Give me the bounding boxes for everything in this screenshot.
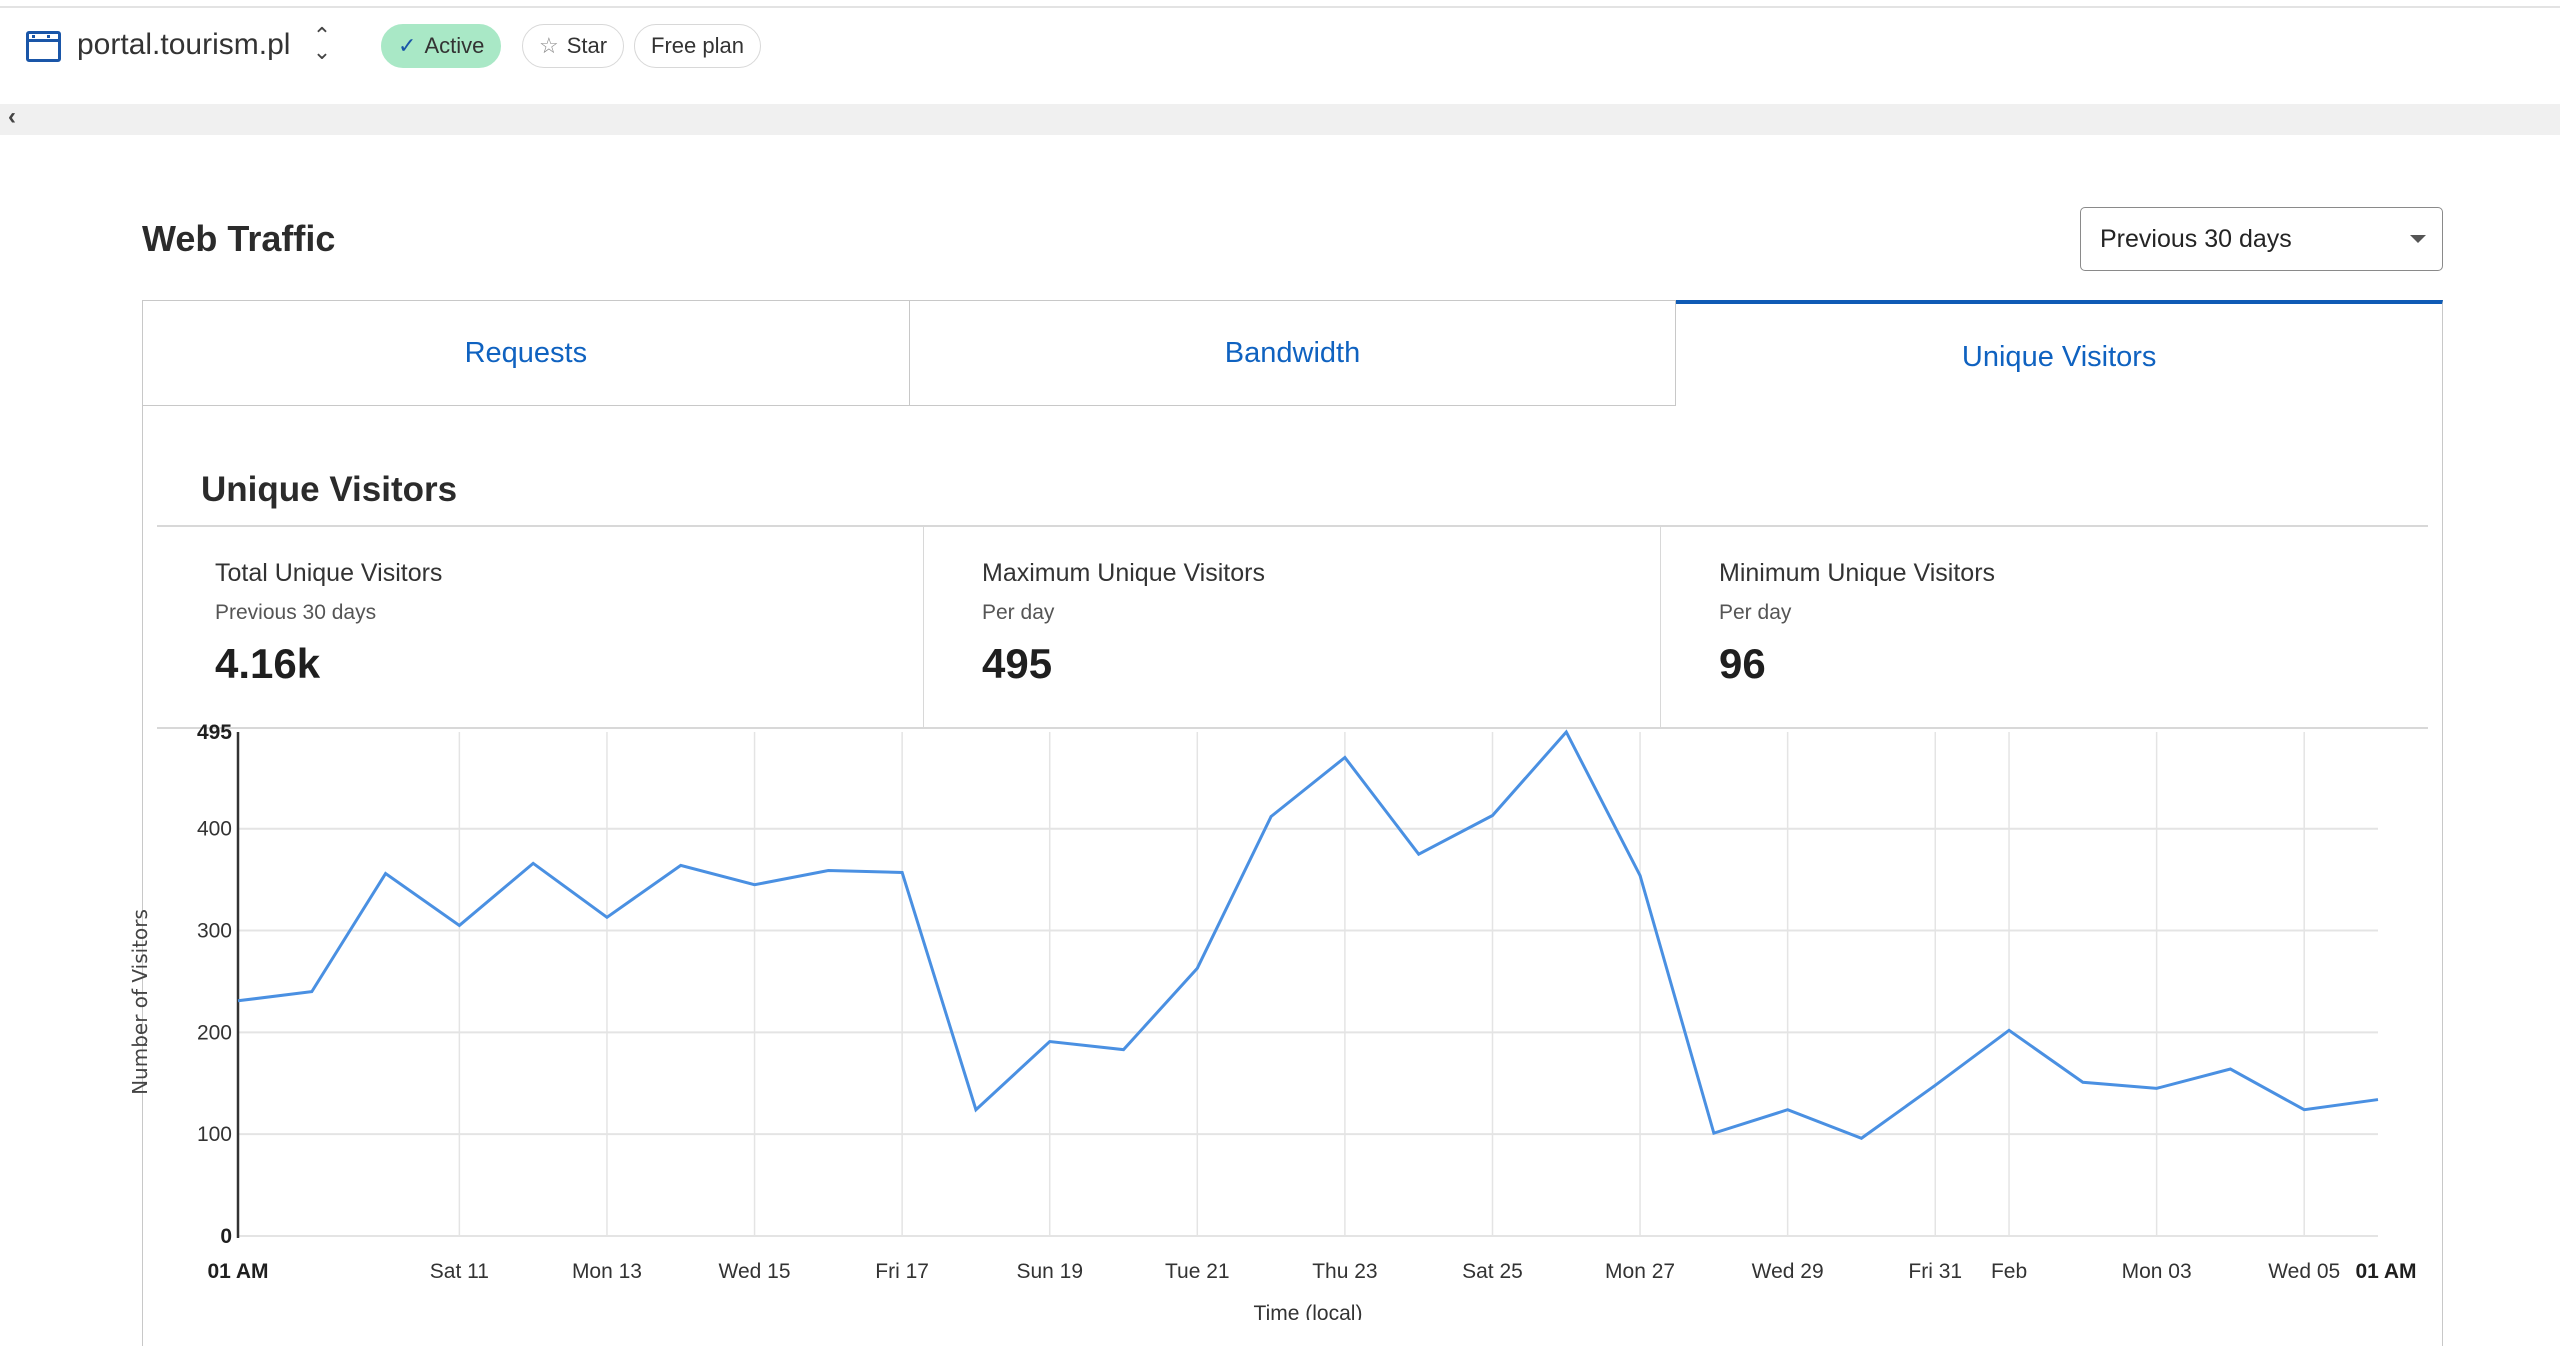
tab-unique-visitors[interactable]: Unique Visitors [1676, 300, 2443, 406]
x-tick-label: Mon 13 [572, 1260, 642, 1283]
star-icon: ☆ [539, 33, 559, 58]
stat-subtitle: Per day [1719, 601, 1791, 625]
x-tick-label: 01 AM [207, 1260, 268, 1283]
x-tick-label: 01 AM [2355, 1260, 2416, 1283]
visitors-series-line [238, 732, 2378, 1138]
y-axis-title: Number of Visitors [128, 909, 152, 1095]
stat-title: Minimum Unique Visitors [1719, 559, 1995, 588]
stat-subtitle: Per day [982, 601, 1054, 625]
stat-value: 4.16k [215, 640, 320, 688]
stat-maximum: Maximum Unique Visitors Per day 495 [923, 525, 1660, 727]
visitors-line-chart: 0 100 200 300 400 495 01 AM Sat 11 Mon 13 Wed 15 F… [120, 720, 2440, 1320]
y-tick-label: 200 [197, 1021, 232, 1044]
status-badge: ✓ Active [381, 24, 501, 68]
y-tick-label: 300 [197, 920, 232, 943]
x-tick-label: Sat 11 [430, 1260, 489, 1283]
stat-title: Total Unique Visitors [215, 559, 442, 588]
collapse-bar [0, 104, 2560, 135]
x-tick-label: Sun 19 [1016, 1260, 1083, 1283]
x-tick-label: Feb [1991, 1260, 2027, 1283]
x-tick-label: Tue 21 [1165, 1260, 1230, 1283]
tab-requests[interactable]: Requests [142, 300, 910, 406]
star-button[interactable]: ☆ Star [522, 24, 624, 68]
star-label: Star [567, 33, 607, 58]
browser-window-icon [26, 31, 61, 62]
x-tick-label: Fri 31 [1908, 1260, 1962, 1283]
y-tick-label: 100 [197, 1123, 232, 1146]
x-tick-label: Mon 27 [1605, 1260, 1675, 1283]
tab-bar: Requests Bandwidth Unique Visitors [142, 300, 2443, 406]
stat-subtitle: Previous 30 days [215, 601, 376, 625]
caret-down-icon [2410, 235, 2426, 243]
switch-site-chevron-icon[interactable]: ⌃⌄ [312, 28, 332, 60]
x-tick-label: Fri 17 [875, 1260, 929, 1283]
chevron-left-icon[interactable]: ‹ [8, 103, 16, 131]
y-tick-label: 400 [197, 818, 232, 841]
page-title: Web Traffic [142, 218, 335, 260]
stat-minimum: Minimum Unique Visitors Per day 96 [1660, 525, 2397, 727]
x-tick-label: Thu 23 [1312, 1260, 1377, 1283]
y-tick-label: 0 [220, 1225, 232, 1248]
stat-value: 495 [982, 640, 1052, 688]
top-border [0, 6, 2560, 8]
x-tick-label: Wed 15 [719, 1260, 791, 1283]
section-title: Unique Visitors [201, 470, 457, 510]
stat-value: 96 [1719, 640, 1766, 688]
time-range-value: Previous 30 days [2100, 225, 2292, 253]
plan-badge[interactable]: Free plan [634, 24, 761, 68]
y-tick-label: 495 [197, 721, 232, 744]
check-icon: ✓ [398, 33, 416, 58]
status-label: Active [424, 33, 484, 58]
x-axis-title: Time (local) [1254, 1302, 1363, 1320]
tab-bandwidth[interactable]: Bandwidth [910, 300, 1677, 406]
stat-title: Maximum Unique Visitors [982, 559, 1265, 588]
x-tick-label: Mon 03 [2122, 1260, 2192, 1283]
x-tick-label: Wed 29 [1752, 1260, 1824, 1283]
time-range-select[interactable]: Previous 30 days [2080, 207, 2443, 271]
x-tick-label: Wed 05 [2268, 1260, 2340, 1283]
site-title: portal.tourism.pl [77, 28, 290, 62]
stat-total: Total Unique Visitors Previous 30 days 4… [157, 525, 894, 727]
x-tick-label: Sat 25 [1462, 1260, 1523, 1283]
